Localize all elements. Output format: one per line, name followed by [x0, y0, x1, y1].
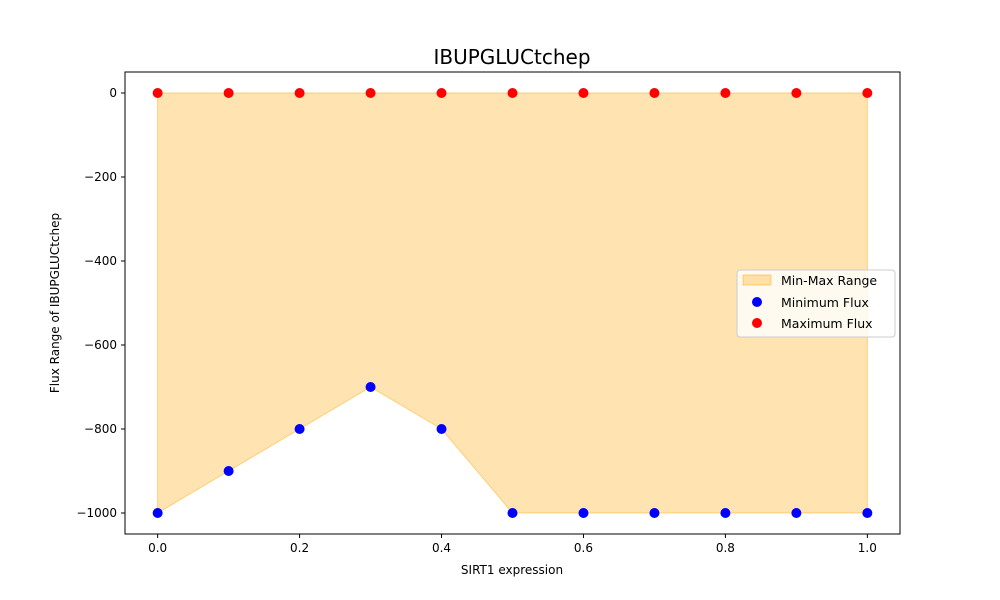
point-minimum-flux: [649, 508, 660, 518]
point-minimum-flux: [578, 508, 589, 518]
point-minimum-flux: [720, 508, 731, 518]
x-tick-label: 0.4: [432, 541, 451, 555]
point-minimum-flux: [791, 508, 802, 518]
chart-title: IBUPGLUCtchep: [433, 45, 590, 69]
points-layer: [152, 88, 873, 518]
legend-box: [736, 269, 896, 338]
point-maximum-flux: [649, 88, 660, 98]
point-maximum-flux: [294, 88, 305, 98]
point-maximum-flux: [720, 88, 731, 98]
x-axis-ticks: 0.0 0.2 0.4 0.6 0.8 1.0: [148, 534, 877, 555]
point-maximum-flux: [862, 88, 873, 98]
y-axis-ticks: 0 −200 −400 −600 −800 −1000: [76, 86, 125, 520]
x-tick-label: 0.6: [574, 541, 593, 555]
point-minimum-flux: [365, 382, 376, 392]
point-minimum-flux: [152, 508, 163, 518]
y-tick-label: −600: [84, 338, 117, 352]
point-maximum-flux: [365, 88, 376, 98]
point-maximum-flux: [152, 88, 163, 98]
legend-marker-maximum-flux: [752, 318, 762, 328]
x-tick-label: 0.2: [290, 541, 309, 555]
y-tick-label: 0: [109, 86, 117, 100]
point-minimum-flux: [507, 508, 518, 518]
point-minimum-flux: [223, 466, 234, 476]
legend-marker-minimum-flux: [752, 297, 762, 307]
x-tick-label: 1.0: [858, 541, 877, 555]
point-minimum-flux: [436, 424, 447, 434]
legend-label-maximum-flux: Maximum Flux: [781, 316, 873, 331]
y-tick-label: −1000: [76, 506, 117, 520]
x-axis-label: SIRT1 expression: [461, 563, 563, 577]
point-maximum-flux: [507, 88, 518, 98]
y-tick-label: −200: [84, 170, 117, 184]
legend-label-minimum-flux: Minimum Flux: [781, 295, 869, 310]
legend-swatch-min-max-range: [742, 274, 772, 286]
point-maximum-flux: [436, 88, 447, 98]
legend-label-min-max-range: Min-Max Range: [781, 273, 877, 288]
y-axis-label: Flux Range of IBUPGLUCtchep: [48, 213, 62, 393]
y-tick-label: −400: [84, 254, 117, 268]
plot-area-frame: [124, 71, 901, 535]
point-minimum-flux: [294, 424, 305, 434]
x-tick-label: 0.0: [148, 541, 167, 555]
point-maximum-flux: [578, 88, 589, 98]
y-tick-label: −800: [84, 422, 117, 436]
point-maximum-flux: [223, 88, 234, 98]
legend: Min-Max Range Minimum Flux Maximum Flux: [736, 269, 896, 338]
x-tick-label: 0.8: [716, 541, 735, 555]
point-maximum-flux: [791, 88, 802, 98]
point-minimum-flux: [862, 508, 873, 518]
